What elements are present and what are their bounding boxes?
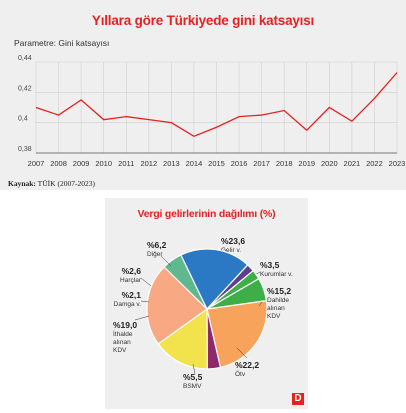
tax-pie-panel: Vergi gelirlerinin dağılımı (%) %23,6 Gel… [105, 198, 308, 409]
source-key: Kaynak: [8, 179, 36, 188]
x-tick-label: 2017 [253, 159, 270, 168]
x-tick-label: 2008 [50, 159, 67, 168]
pie-slice-label: Kurumlar v. [260, 271, 293, 278]
pie-slice-label: İthalde [113, 329, 133, 338]
pie-slice-percent: %23,6 [221, 236, 245, 246]
pie-slice-label: Gelir v. [221, 247, 241, 254]
x-tick-label: 2023 [389, 159, 406, 168]
gini-chart-panel: Yıllara göre Türkiyede gini katsayısı Pa… [0, 0, 406, 190]
pie-leader-line [140, 277, 152, 287]
pie-slice-label: BSMV [183, 383, 202, 390]
gini-line-chart: 0,38 0,4 0,42 0,44 2007 2008 2009 2010 2011 2012 2… [18, 55, 406, 168]
pie-slice-label: KDV [113, 347, 127, 354]
pie-slice [157, 307, 208, 370]
y-tick-label: 0,44 [18, 55, 32, 62]
pie-slice-label: Harçlar [120, 277, 142, 284]
pie-slice-label: Diğer [147, 251, 163, 258]
y-tick-label: 0,4 [18, 116, 28, 123]
pie-slice [180, 248, 249, 311]
pie-slice-label: KDV [267, 313, 281, 320]
parameter-label: Parametre: Gini katsayısı [14, 38, 110, 48]
pie-leader-line [140, 300, 150, 303]
x-tick-label: 2022 [366, 159, 383, 168]
pie-slice-percent: %2,6 [122, 266, 142, 276]
x-tick-label: 2016 [231, 159, 248, 168]
pie-slice-percent: %5,5 [183, 372, 203, 382]
pie-leader-line [134, 315, 150, 321]
gini-chart-title: Yıllara göre Türkiyede gini katsayısı [91, 13, 315, 28]
source-label: Kaynak: TÜİK (2007-2023) [8, 179, 95, 188]
pie-chart-title: Vergi gelirlerinin dağılımı (%) [137, 208, 276, 220]
x-tick-label: 2010 [95, 159, 112, 168]
pie-slice-percent: %3,5 [260, 260, 280, 270]
pie-slice-label: alınan [113, 339, 131, 346]
pie-slice-percent: %2,1 [122, 290, 142, 300]
x-tick-label: 2009 [73, 159, 90, 168]
pie-slice-percent: %22,2 [235, 360, 259, 370]
pie-slice [206, 299, 268, 369]
source-value: TÜİK (2007-2023) [35, 179, 95, 188]
pie-leader-line [236, 347, 248, 359]
pie-slice-label: Ötv [235, 370, 246, 378]
pie-slice-label: Dahilde [267, 297, 289, 304]
x-tick-label: 2007 [28, 159, 45, 168]
pie-slice [206, 277, 268, 310]
x-tick-label: 2012 [140, 159, 157, 168]
pie-slice-label: Damga v. [114, 301, 142, 308]
x-tick-label: 2020 [321, 159, 338, 168]
x-tick-label: 2018 [276, 159, 293, 168]
pie-slice-percent: %15,2 [267, 286, 291, 296]
pie-slice-percent: %6,2 [147, 240, 167, 250]
pie-leader-line [192, 363, 196, 375]
pie-leader-line [160, 255, 172, 267]
pie-slice-percent: %19,0 [113, 320, 137, 330]
publisher-logo: D [292, 393, 304, 405]
pie-slice [146, 266, 208, 345]
x-tick-label: 2011 [118, 159, 134, 168]
x-tick-label: 2021 [344, 159, 361, 168]
x-tick-label: 2019 [298, 159, 315, 168]
pie-slice-label: alınan [267, 305, 285, 312]
y-tick-label: 0,42 [18, 85, 32, 92]
x-tick-label: 2015 [208, 159, 225, 168]
x-tick-label: 2014 [186, 159, 203, 168]
x-tick-label: 2013 [163, 159, 180, 168]
y-tick-label: 0,38 [18, 146, 32, 153]
